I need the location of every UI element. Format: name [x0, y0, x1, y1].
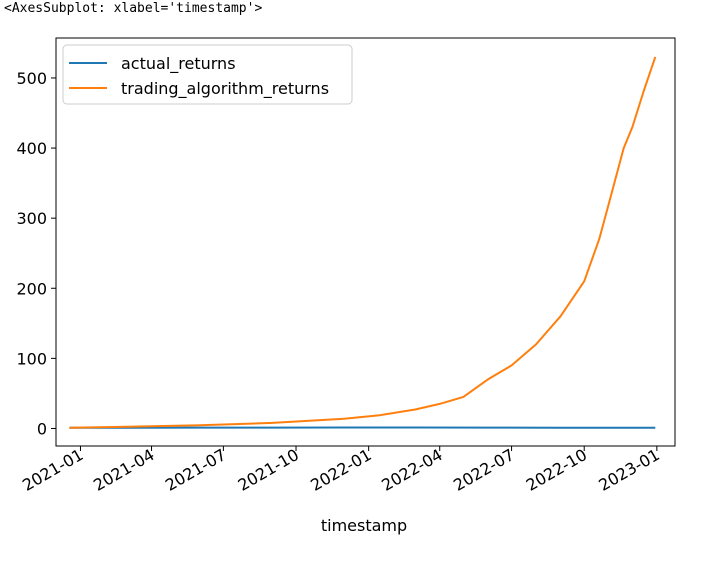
- output-repr: <AxesSubplot: xlabel='timestamp'>: [4, 1, 263, 16]
- x-tick-label: 2021-01: [19, 445, 86, 495]
- legend-box: [62, 44, 353, 105]
- x-tick-label: 2023-01: [595, 445, 662, 495]
- legend-label: actual_returns: [121, 54, 236, 74]
- x-tick-label: 2022-04: [378, 445, 445, 495]
- y-tick-label: 0: [37, 419, 47, 438]
- x-tick-label: 2022-01: [307, 445, 374, 495]
- x-tick-label: 2021-04: [90, 445, 157, 495]
- plot-frame: [55, 37, 676, 447]
- x-tick-label: 2022-07: [450, 445, 517, 495]
- y-tick-label: 200: [16, 279, 47, 298]
- legend-label: trading_algorithm_returns: [121, 79, 329, 99]
- series-line-trading-algorithm-returns: [69, 56, 657, 429]
- x-tick-label: 2021-10: [235, 445, 302, 495]
- y-tick-label: 100: [16, 349, 47, 368]
- x-tick-label: 2021-07: [162, 445, 229, 495]
- y-tick-label: 400: [16, 139, 47, 158]
- y-tick-label: 500: [16, 69, 47, 88]
- x-tick-label: 2022-10: [523, 445, 590, 495]
- x-axis-label: timestamp: [321, 516, 407, 535]
- y-tick-label: 300: [16, 209, 47, 228]
